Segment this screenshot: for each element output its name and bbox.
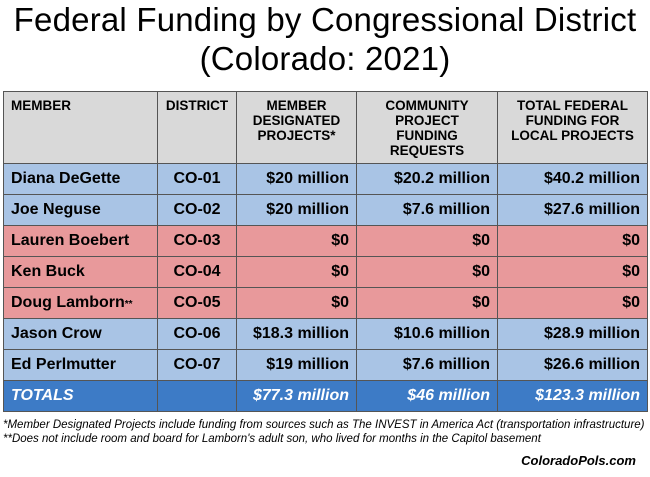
totals-cpf-amount: $46 million: [356, 380, 498, 412]
total-amount: $0: [497, 256, 648, 288]
cpf-amount: $0: [356, 225, 498, 257]
total-amount: $28.9 million: [497, 318, 648, 350]
cpf-amount: $0: [356, 287, 498, 319]
member-name: Doug Lamborn: [11, 294, 125, 311]
table-row: Ken Buck CO-04 $0 $0 $0: [3, 256, 648, 288]
total-amount: $0: [497, 287, 648, 319]
member-name: Diana DeGette: [3, 163, 158, 195]
mdp-amount: $19 million: [236, 349, 357, 381]
totals-row: TOTALS $77.3 million $46 million $123.3 …: [3, 380, 648, 412]
total-amount: $27.6 million: [497, 194, 648, 226]
mdp-amount: $20 million: [236, 163, 357, 195]
member-name-cell: Doug Lamborn**: [3, 287, 158, 319]
footnote-marker: **: [124, 299, 133, 310]
totals-mdp-amount: $77.3 million: [236, 380, 357, 412]
table-row: Doug Lamborn** CO-05 $0 $0 $0: [3, 287, 648, 319]
cpf-amount: $0: [356, 256, 498, 288]
mdp-amount: $0: [236, 287, 357, 319]
mdp-amount: $20 million: [236, 194, 357, 226]
cpf-amount: $7.6 million: [356, 194, 498, 226]
header-member-designated-projects: MEMBER DESIGNATED PROJECTS*: [236, 91, 357, 164]
table-row: Diana DeGette CO-01 $20 million $20.2 mi…: [3, 163, 648, 195]
header-member: MEMBER: [3, 91, 158, 164]
table-row: Lauren Boebert CO-03 $0 $0 $0: [3, 225, 648, 257]
table-row: Joe Neguse CO-02 $20 million $7.6 millio…: [3, 194, 648, 226]
totals-district-empty: [157, 380, 237, 412]
cpf-amount: $10.6 million: [356, 318, 498, 350]
district: CO-07: [157, 349, 237, 381]
district: CO-04: [157, 256, 237, 288]
table-row: Ed Perlmutter CO-07 $19 million $7.6 mil…: [3, 349, 648, 381]
page-title: Federal Funding by Congressional Distric…: [13, 1, 637, 38]
mdp-amount: $0: [236, 225, 357, 257]
member-name: Ed Perlmutter: [3, 349, 158, 381]
mdp-amount: $0: [236, 256, 357, 288]
table-header-row: MEMBER DISTRICT MEMBER DESIGNATED PROJEC…: [3, 91, 648, 164]
district: CO-05: [157, 287, 237, 319]
member-name: Lauren Boebert: [3, 225, 158, 257]
totals-total-amount: $123.3 million: [497, 380, 648, 412]
source-credit: ColoradoPols.com: [521, 453, 636, 468]
member-name: Joe Neguse: [3, 194, 158, 226]
cpf-amount: $20.2 million: [356, 163, 498, 195]
mdp-amount: $18.3 million: [236, 318, 357, 350]
header-community-project-funding: COMMUNITY PROJECT FUNDING REQUESTS: [356, 91, 498, 164]
total-amount: $0: [497, 225, 648, 257]
member-name: Jason Crow: [3, 318, 158, 350]
district: CO-06: [157, 318, 237, 350]
cpf-amount: $7.6 million: [356, 349, 498, 381]
district: CO-02: [157, 194, 237, 226]
member-name: Ken Buck: [3, 256, 158, 288]
footnote-member-designated: *Member Designated Projects include fund…: [3, 419, 645, 431]
page-subtitle: (Colorado: 2021): [199, 40, 451, 77]
total-amount: $26.6 million: [497, 349, 648, 381]
header-district: DISTRICT: [157, 91, 237, 164]
header-total-federal-funding: TOTAL FEDERAL FUNDING FOR LOCAL PROJECTS: [497, 91, 648, 164]
total-amount: $40.2 million: [497, 163, 648, 195]
funding-table: MEMBER DISTRICT MEMBER DESIGNATED PROJEC…: [3, 91, 648, 412]
district: CO-01: [157, 163, 237, 195]
totals-label: TOTALS: [3, 380, 158, 412]
table-row: Jason Crow CO-06 $18.3 million $10.6 mil…: [3, 318, 648, 350]
footnote-lamborn: **Does not include room and board for La…: [3, 433, 541, 445]
district: CO-03: [157, 225, 237, 257]
